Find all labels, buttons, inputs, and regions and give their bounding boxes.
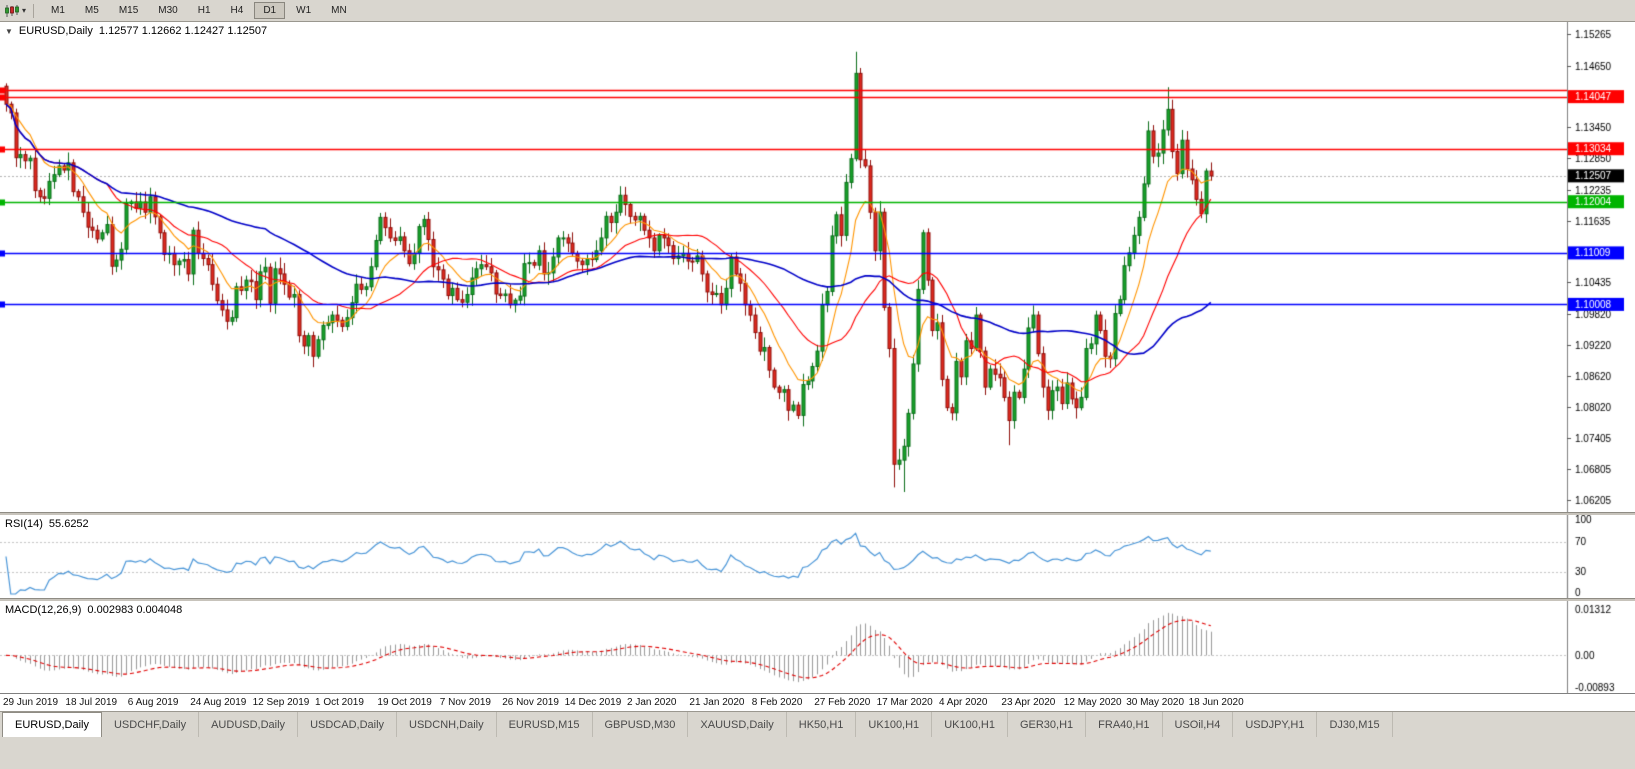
chart-tab-usdjpy-h1[interactable]: USDJPY,H1: [1233, 712, 1318, 737]
chart-tab-usdchf-daily[interactable]: USDCHF,Daily: [102, 712, 200, 737]
date-axis-label: 30 May 2020: [1126, 697, 1185, 708]
macd-panel: MACD(12,26,9) 0.002983 0.004048: [0, 601, 1635, 693]
panel-separator[interactable]: [0, 598, 1635, 601]
rsi-value: 55.6252: [48, 518, 89, 530]
rsi-panel: RSI(14) 55.6252: [0, 515, 1635, 598]
date-axis-label: 23 Apr 2020: [1001, 697, 1056, 708]
ohlc-values: 1.12577 1.12662 1.12427 1.12507: [98, 25, 268, 37]
panel-separator[interactable]: [0, 512, 1635, 515]
date-axis-label: 21 Jan 2020: [689, 697, 745, 708]
chart-type-dropdown-icon[interactable]: ▾: [22, 6, 27, 15]
collapse-arrow-icon[interactable]: ▼: [5, 26, 13, 36]
timeframe-buttons-group: M1 M5 M15 M30 H1 H4 D1 W1 MN: [41, 2, 357, 19]
date-axis-label: 2 Jan 2020: [627, 697, 677, 708]
main-chart-canvas[interactable]: [0, 22, 1635, 512]
date-axis-label: 14 Dec 2019: [564, 697, 622, 708]
timeframe-button-m30[interactable]: M30: [158, 5, 178, 16]
date-axis-label: 1 Oct 2019: [315, 697, 364, 708]
timeframe-button-h4[interactable]: H4: [230, 5, 244, 16]
timeframe-button-m15[interactable]: M15: [118, 5, 139, 16]
date-axis-label: 17 Mar 2020: [876, 697, 933, 708]
date-axis-label: 8 Feb 2020: [751, 697, 803, 708]
chart-tab-uk100-h1[interactable]: UK100,H1: [856, 712, 933, 737]
chart-tab-fra40-h1[interactable]: FRA40,H1: [1086, 712, 1163, 737]
chart-tab-eurusd-m15[interactable]: EURUSD,M15: [497, 712, 593, 737]
date-axis-label: 12 Sep 2019: [252, 697, 310, 708]
chart-tab-xauusd-daily[interactable]: XAUUSD,Daily: [688, 712, 787, 737]
status-strip: [0, 737, 1635, 769]
date-axis-label: 7 Nov 2019: [439, 697, 491, 708]
timeframe-button-h1[interactable]: H1: [197, 5, 211, 16]
timeframe-button-w1[interactable]: W1: [296, 5, 312, 16]
chart-area: ▼ EURUSD,Daily 1.12577 1.12662 1.12427 1…: [0, 22, 1635, 711]
date-axis-label: 27 Feb 2020: [814, 697, 871, 708]
timeframe-button-mn[interactable]: MN: [331, 5, 347, 16]
timeframe-button-m5[interactable]: M5: [84, 5, 99, 16]
date-axis-label: 18 Jun 2020: [1188, 697, 1244, 708]
main-chart-panel: ▼ EURUSD,Daily 1.12577 1.12662 1.12427 1…: [0, 22, 1635, 512]
date-axis-label: 24 Aug 2019: [190, 697, 247, 708]
date-axis[interactable]: 29 Jun 2019 18 Jul 2019 6 Aug 2019 24 Aug 2…: [0, 693, 1635, 711]
chart-tab-dj30-m15[interactable]: DJ30,M15: [1317, 712, 1393, 737]
chart-tab-usdcad-daily[interactable]: USDCAD,Daily: [298, 712, 398, 737]
chart-type-icon[interactable]: [5, 4, 19, 17]
date-axis-label: 18 Jul 2019: [65, 697, 118, 708]
date-axis-label: 29 Jun 2019: [3, 697, 59, 708]
timeframe-button-d1[interactable]: D1: [254, 2, 286, 19]
macd-header: MACD(12,26,9) 0.002983 0.004048: [5, 604, 182, 616]
chart-tab-usoil-h4[interactable]: USOil,H4: [1163, 712, 1234, 737]
date-axis-label: 26 Nov 2019: [502, 697, 559, 708]
chart-tab-hk50-h1[interactable]: HK50,H1: [787, 712, 857, 737]
timeframe-toolbar: ▾ M1 M5 M15 M30 H1 H4 D1 W1 MN: [0, 0, 1635, 22]
chart-tab-eurusd-daily[interactable]: EURUSD,Daily: [2, 712, 102, 737]
macd-label: MACD(12,26,9): [5, 604, 82, 616]
date-axis-label: 12 May 2020: [1063, 697, 1122, 708]
timeframe-button-m1[interactable]: M1: [51, 5, 65, 16]
chart-tab-ger30-h1[interactable]: GER30,H1: [1008, 712, 1087, 737]
rsi-header: RSI(14) 55.6252: [5, 518, 89, 530]
chart-header: ▼ EURUSD,Daily 1.12577 1.12662 1.12427 1…: [5, 25, 267, 37]
toolbar-separator: [33, 3, 35, 18]
macd-canvas[interactable]: [0, 601, 1635, 693]
date-axis-label: 6 Aug 2019: [127, 697, 179, 708]
date-axis-label: 19 Oct 2019: [377, 697, 432, 708]
chart-tab-uk100-h1[interactable]: UK100,H1: [932, 712, 1008, 737]
rsi-canvas[interactable]: [0, 515, 1635, 598]
chart-tab-gbpusd-m30[interactable]: GBPUSD,M30: [593, 712, 689, 737]
macd-values: 0.002983 0.004048: [87, 604, 183, 616]
symbol-timeframe-label: EURUSD,Daily: [18, 25, 93, 37]
date-axis-label: 4 Apr 2020: [939, 697, 988, 708]
rsi-label: RSI(14): [5, 518, 43, 530]
chart-tab-audusd-daily[interactable]: AUDUSD,Daily: [199, 712, 299, 737]
chart-tabs-bar: EURUSD,Daily USDCHF,Daily AUDUSD,Daily USDC…: [0, 711, 1635, 737]
chart-tab-usdcnh-daily[interactable]: USDCNH,Daily: [397, 712, 497, 737]
